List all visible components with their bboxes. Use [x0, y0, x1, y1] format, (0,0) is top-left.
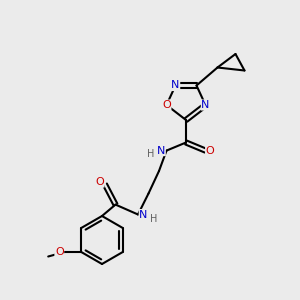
- Text: N: N: [201, 100, 210, 110]
- Text: H: H: [150, 214, 157, 224]
- Text: H: H: [147, 149, 155, 159]
- Text: O: O: [55, 247, 64, 257]
- Text: N: N: [139, 209, 148, 220]
- Text: O: O: [95, 177, 104, 187]
- Text: N: N: [171, 80, 180, 91]
- Text: O: O: [206, 146, 214, 156]
- Text: O: O: [162, 100, 171, 110]
- Text: N: N: [157, 146, 165, 156]
